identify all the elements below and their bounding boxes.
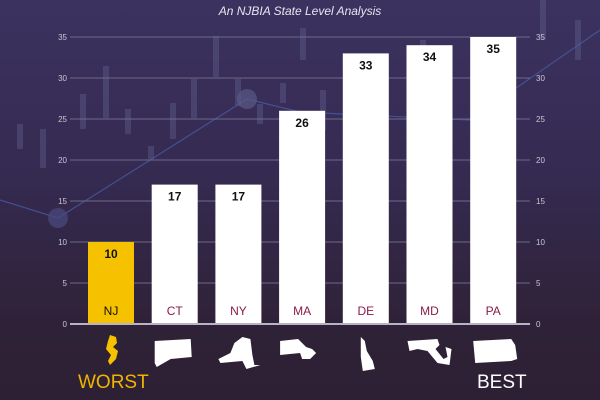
best-label: BEST xyxy=(477,372,527,393)
value-label-ct: 17 xyxy=(168,190,182,204)
bar-ma xyxy=(279,110,326,323)
state-shape xyxy=(218,337,261,369)
state-maps xyxy=(106,335,518,371)
y-tick-label-left: 10 xyxy=(58,238,67,247)
y-tick-label-right: 20 xyxy=(536,156,545,165)
y-tick-label-left: 35 xyxy=(58,33,67,42)
y-tick-label-right: 0 xyxy=(536,320,541,329)
value-label-md: 34 xyxy=(423,50,437,64)
state-shape xyxy=(154,339,192,367)
state-map-ma-icon xyxy=(280,339,317,359)
value-label-de: 33 xyxy=(359,58,373,72)
state-shape xyxy=(360,337,375,371)
category-label-pa: PA xyxy=(486,304,501,318)
bar-de xyxy=(342,53,389,324)
y-tick-label-left: 5 xyxy=(63,279,68,288)
worst-label: WORST xyxy=(78,372,149,393)
decor-candle xyxy=(300,28,306,60)
decor-candle xyxy=(540,0,546,40)
decor-candle xyxy=(40,129,46,168)
state-shape xyxy=(473,339,518,363)
category-label-de: DE xyxy=(357,304,374,318)
category-label-ny: NY xyxy=(230,304,247,318)
value-label-pa: 35 xyxy=(487,42,501,56)
decor-candle xyxy=(280,83,286,103)
y-tick-label-left: 15 xyxy=(58,197,67,206)
y-tick-label-right: 30 xyxy=(536,74,545,83)
y-tick-label-right: 15 xyxy=(536,197,545,206)
state-map-md-icon xyxy=(407,339,452,365)
decor-candle xyxy=(148,146,154,159)
decor-candle xyxy=(191,79,197,118)
decor-candle xyxy=(17,124,23,149)
state-shape xyxy=(280,339,317,359)
value-label-nj: 10 xyxy=(104,247,118,261)
decor-candle xyxy=(170,103,176,139)
y-tick-label-right: 25 xyxy=(536,115,545,124)
y-tick-label-right: 35 xyxy=(536,33,545,42)
category-label-nj: NJ xyxy=(104,304,119,318)
category-label-ct: CT xyxy=(167,304,184,318)
decor-candle xyxy=(125,109,131,134)
bar-md xyxy=(406,45,453,323)
decor-candle xyxy=(257,104,263,124)
state-map-pa-icon xyxy=(473,339,518,363)
bar-ny xyxy=(215,184,262,323)
decor-point xyxy=(237,89,257,109)
state-map-ny-icon xyxy=(218,337,261,369)
y-tick-label-right: 5 xyxy=(536,279,541,288)
decor-candle xyxy=(575,20,581,60)
gridlines: 0 0 5 5 10 10 15 15 20 20 25 25 30 30 35 35 xyxy=(58,33,545,329)
decor-candle xyxy=(320,90,326,130)
bar-ct xyxy=(151,184,198,323)
chart-subtitle: An NJBIA State Level Analysis xyxy=(218,4,382,18)
decor-candle xyxy=(103,66,109,118)
y-tick-label-right: 10 xyxy=(536,238,545,247)
decor-point xyxy=(48,208,68,228)
decor-candle xyxy=(213,36,219,77)
bar-pa xyxy=(470,37,517,323)
category-label-ma: MA xyxy=(293,304,311,318)
value-label-ma: 26 xyxy=(295,116,309,130)
state-map-nj-icon xyxy=(106,335,118,365)
decor-candle xyxy=(80,94,86,129)
state-map-ct-icon xyxy=(154,339,192,367)
y-tick-label-left: 25 xyxy=(58,115,67,124)
bars: 10 NJ 17 CT 17 NY 26 MA 33 DE 34 MD 35 PA xyxy=(88,37,517,324)
y-tick-label-left: 20 xyxy=(58,156,67,165)
y-tick-label-left: 30 xyxy=(58,74,67,83)
y-tick-label-left: 0 xyxy=(63,320,68,329)
bar-nj xyxy=(88,242,134,323)
state-shape xyxy=(407,339,452,365)
decor-candle xyxy=(235,79,241,106)
value-label-ny: 17 xyxy=(232,190,246,204)
state-map-de-icon xyxy=(360,337,375,371)
category-label-md: MD xyxy=(420,304,439,318)
state-shape xyxy=(106,335,118,365)
